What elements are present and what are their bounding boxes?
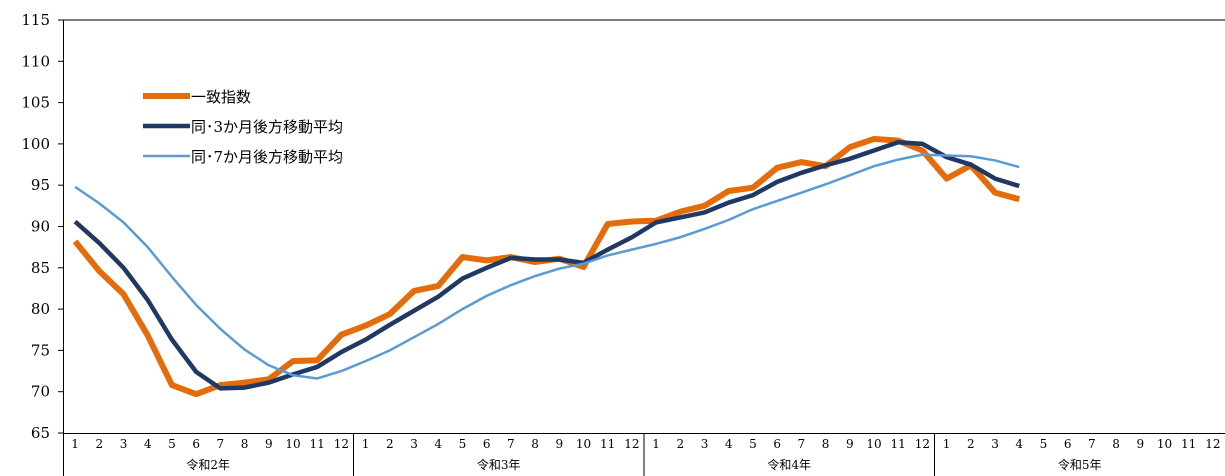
x-tick-label: 9 bbox=[846, 437, 854, 451]
x-tick-label: 4 bbox=[434, 437, 442, 451]
x-tick-label: 1 bbox=[652, 437, 660, 451]
y-tick-label: 70 bbox=[31, 383, 50, 401]
coincident-index-line bbox=[72, 135, 1021, 398]
x-tick-label: 6 bbox=[483, 437, 491, 451]
x-tick-label: 2 bbox=[967, 437, 975, 451]
x-tick-label: 2 bbox=[676, 437, 684, 451]
y-tick-label: 65 bbox=[31, 424, 50, 442]
y-tick-label: 105 bbox=[21, 94, 50, 112]
x-tick-label: 1 bbox=[71, 437, 79, 451]
x-tick-label: 12 bbox=[1205, 437, 1220, 451]
y-axis: 65 70 75 80 85 90 95 100 105 110 115 bbox=[21, 11, 63, 442]
x-tick-label: 3 bbox=[991, 437, 999, 451]
x-tick-label: 4 bbox=[725, 437, 733, 451]
x-tick-label: 12 bbox=[915, 437, 930, 451]
y-tick-label: 85 bbox=[31, 259, 50, 277]
x-tick-label: 11 bbox=[600, 437, 615, 451]
x-tick-label: 3 bbox=[120, 437, 128, 451]
x-tick-label: 12 bbox=[334, 437, 349, 451]
x-tick-label: 6 bbox=[773, 437, 781, 451]
legend-label: 一致指数 bbox=[191, 88, 251, 106]
x-tick-label: 2 bbox=[386, 437, 394, 451]
y-tick-label: 75 bbox=[31, 341, 50, 359]
year-label: 令和2年 bbox=[186, 457, 230, 472]
x-tick-label: 11 bbox=[310, 437, 325, 451]
x-tick-label: 11 bbox=[1181, 437, 1196, 451]
y-tick-label: 90 bbox=[31, 218, 50, 236]
year-label: 令和5年 bbox=[1058, 457, 1102, 472]
x-tick-label: 5 bbox=[168, 437, 176, 451]
x-tick-label: 5 bbox=[459, 437, 467, 451]
x-tick-label: 2 bbox=[95, 437, 103, 451]
x-tick-label: 5 bbox=[1040, 437, 1048, 451]
x-tick-label: 7 bbox=[507, 437, 515, 451]
x-tick-label: 8 bbox=[531, 437, 539, 451]
y-tick-label: 115 bbox=[21, 11, 50, 29]
x-axis: 1 2 3 4 5 6 7 8 9 10 11 12 1 2 3 4 5 6 7 8 9 10 11 12 1 2 3 4 5 6 7 8 9 1… bbox=[71, 433, 1221, 476]
x-tick-label: 6 bbox=[1064, 437, 1072, 451]
x-tick-label: 8 bbox=[241, 437, 249, 451]
x-tick-label: 7 bbox=[798, 437, 806, 451]
x-tick-label: 1 bbox=[943, 437, 951, 451]
y-tick-label: 110 bbox=[21, 52, 50, 70]
x-tick-label: 3 bbox=[410, 437, 418, 451]
x-tick-label: 9 bbox=[265, 437, 273, 451]
year-label: 令和4年 bbox=[767, 457, 811, 472]
y-tick-label: 100 bbox=[21, 135, 50, 153]
x-tick-label: 6 bbox=[192, 437, 200, 451]
y-tick-label: 95 bbox=[31, 176, 50, 194]
x-tick-label: 8 bbox=[822, 437, 830, 451]
x-tick-label: 1 bbox=[362, 437, 370, 451]
x-tick-label: 10 bbox=[866, 437, 881, 451]
x-tick-label: 7 bbox=[217, 437, 225, 451]
x-tick-label: 10 bbox=[1157, 437, 1172, 451]
x-tick-label: 10 bbox=[576, 437, 591, 451]
moving-average-7m-line bbox=[74, 153, 1020, 380]
x-tick-label: 7 bbox=[1088, 437, 1096, 451]
year-label: 令和3年 bbox=[477, 457, 521, 472]
x-tick-label: 12 bbox=[624, 437, 639, 451]
legend-label: 同･7か月後方移動平均 bbox=[191, 148, 343, 166]
x-tick-label: 9 bbox=[1136, 437, 1144, 451]
x-tick-label: 10 bbox=[285, 437, 300, 451]
x-tick-label: 11 bbox=[891, 437, 906, 451]
moving-average-3m-line bbox=[73, 140, 1020, 391]
x-tick-label: 4 bbox=[1015, 437, 1023, 451]
x-tick-label: 5 bbox=[749, 437, 757, 451]
x-tick-label: 3 bbox=[701, 437, 709, 451]
x-tick-label: 9 bbox=[555, 437, 563, 451]
x-tick-label: 8 bbox=[1112, 437, 1120, 451]
series-lines bbox=[72, 135, 1021, 398]
x-tick-label: 4 bbox=[144, 437, 152, 451]
y-tick-label: 80 bbox=[31, 300, 50, 318]
legend-label: 同･3か月後方移動平均 bbox=[191, 118, 343, 136]
